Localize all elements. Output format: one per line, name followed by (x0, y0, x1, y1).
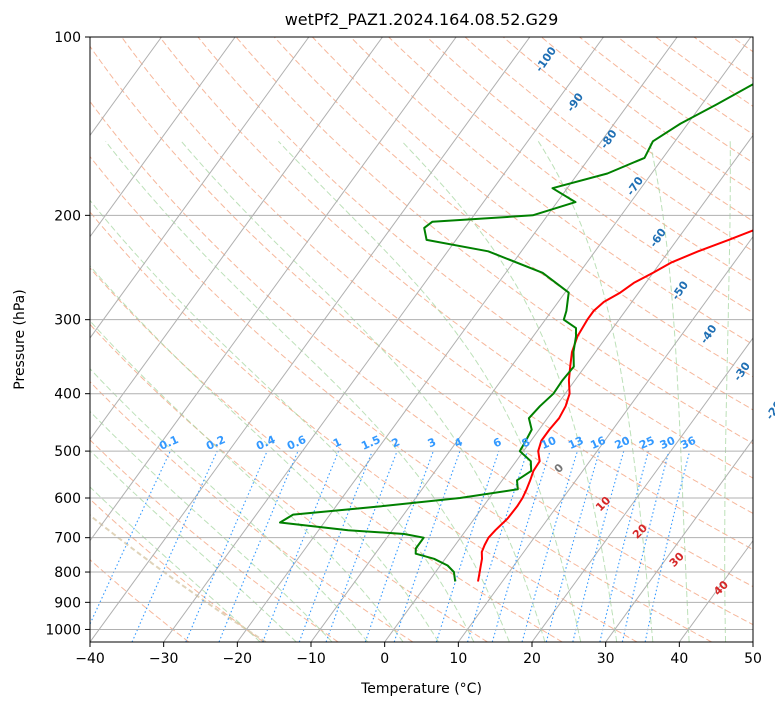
dry-adiabat (90, 558, 190, 642)
mixing-ratio-label: 36 (679, 434, 699, 452)
mixing-ratio-line (491, 450, 551, 642)
chart-title: wetPf2_PAZ1.2024.164.08.52.G29 (285, 10, 559, 30)
dry-adiabat (90, 267, 563, 642)
y-tick-label: 500 (54, 444, 81, 460)
mixing-ratio-line (131, 450, 218, 642)
y-axis: 100 200 300 400 500 600 700 800 900 1000 (45, 30, 90, 638)
x-tick-label: 40 (670, 651, 688, 667)
dry-adiabat (312, 37, 753, 378)
mixing-ratio-line (644, 450, 691, 642)
mixing-ratio-line (393, 450, 461, 642)
x-tick-label: −10 (296, 651, 326, 667)
isotherm (90, 37, 310, 339)
isotherm (310, 37, 752, 642)
isotherm (90, 37, 531, 642)
isotherm (90, 37, 383, 441)
mixing-ratio-line (262, 450, 340, 642)
x-axis: −40 −30 −20 −10 0 10 20 30 40 50 (75, 642, 762, 667)
dry-adiabat (235, 37, 753, 445)
temperature-line (477, 229, 753, 582)
mixing-ratio-label: 20 (613, 434, 633, 452)
dry-adiabat-label: -20 (763, 398, 775, 422)
mixing-ratio-line (298, 450, 373, 642)
mixing-ratio-line (364, 450, 434, 642)
mixing-ratio-line (545, 450, 601, 642)
x-tick-label: −20 (223, 651, 253, 667)
mixing-ratio-line (435, 450, 500, 642)
mixing-ratio-line (521, 450, 578, 642)
mixing-ratio-label: 10 (539, 434, 559, 452)
isotherm (457, 235, 753, 642)
isotherm (236, 37, 678, 642)
x-tick-label: 30 (597, 651, 615, 667)
y-tick-label: 1000 (45, 622, 81, 638)
mixing-ratio-line (218, 450, 299, 642)
mixing-ratio-label: 30 (658, 434, 678, 452)
dry-adiabat (90, 155, 712, 642)
y-tick-label: 700 (54, 531, 81, 547)
isotherm (531, 337, 753, 642)
x-tick-label: 0 (380, 651, 389, 667)
x-tick-label: 10 (449, 651, 467, 667)
x-tick-label: −40 (75, 651, 105, 667)
mixing-ratio-line (572, 450, 625, 642)
dry-adiabat (90, 211, 638, 642)
x-axis-label: Temperature (°C) (360, 681, 482, 697)
mixing-ratio-line (325, 450, 398, 642)
plot-frame (89, 36, 754, 643)
dry-adiabat (90, 45, 753, 588)
isotherm (384, 134, 753, 642)
isotherm (90, 37, 457, 542)
y-tick-label: 900 (54, 595, 81, 611)
x-tick-label: 20 (523, 651, 541, 667)
mixing-ratio-line (466, 450, 528, 642)
mixing-ratio-label: 25 (637, 434, 656, 452)
y-tick-label: 800 (54, 565, 81, 581)
y-tick-label: 300 (54, 313, 81, 329)
isotherm (90, 37, 236, 238)
profile-lines (279, 83, 753, 582)
dewpoint-line (279, 83, 753, 582)
pressure-gridlines (90, 37, 753, 630)
y-axis-label: Pressure (hPa) (12, 289, 28, 389)
x-tick-label: −30 (149, 651, 179, 667)
isotherm (163, 37, 604, 642)
y-tick-label: 100 (54, 30, 81, 46)
isotherm (605, 438, 753, 642)
x-tick-label: 50 (744, 651, 762, 667)
mixing-ratio-line (621, 450, 670, 642)
dry-adiabat (388, 37, 753, 314)
dry-adiabat (197, 37, 753, 479)
mixing-ratio-line (185, 450, 268, 642)
y-tick-label: 600 (54, 491, 81, 507)
mixing-ratio-label: 13 (566, 434, 585, 452)
dry-adiabat (90, 323, 488, 642)
y-tick-label: 400 (54, 387, 81, 403)
mixing-ratio-line (599, 450, 649, 642)
mixing-ratio-label: 16 (588, 434, 608, 452)
y-tick-label: 200 (54, 208, 81, 224)
